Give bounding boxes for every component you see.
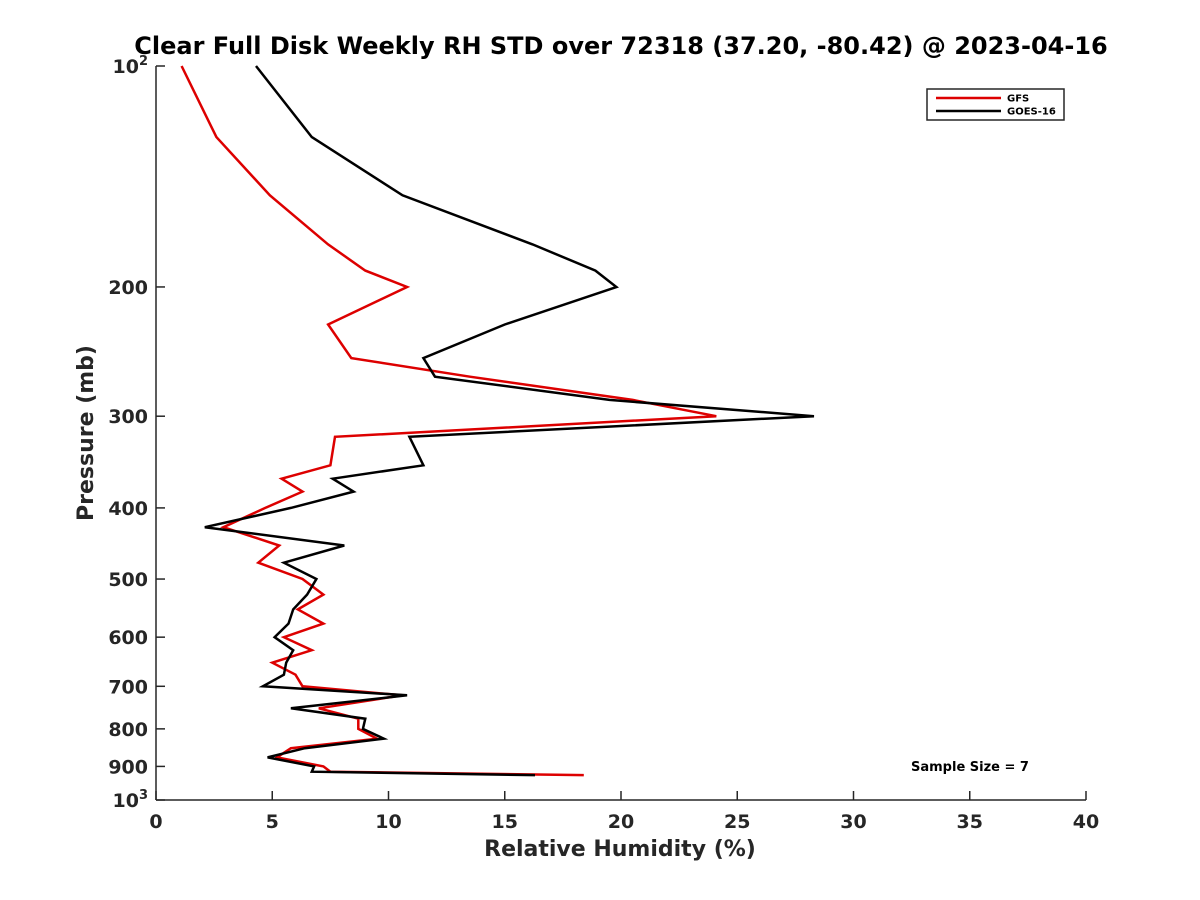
y-tick-label: 200 — [108, 277, 148, 299]
x-tick-label: 25 — [724, 811, 750, 833]
x-tick-label: 5 — [266, 811, 279, 833]
x-axis-ticks: 0 5 10 15 20 25 30 35 40 — [149, 791, 1099, 833]
y-axis-label: Pressure (mb) — [74, 345, 99, 521]
y-tick-label: 400 — [108, 498, 148, 520]
y-tick-label: 103 — [113, 788, 149, 812]
series-line-gfs — [180, 65, 717, 777]
y-tick-label: 700 — [108, 676, 148, 698]
legend-label-gfs: GFS — [1007, 94, 1029, 105]
x-tick-label: 40 — [1073, 811, 1099, 833]
x-tick-label: 20 — [608, 811, 634, 833]
x-tick-label: 30 — [840, 811, 866, 833]
y-tick-label: 300 — [108, 406, 148, 428]
y-tick-label: 500 — [108, 569, 148, 591]
legend: GFS GOES-16 — [926, 88, 1065, 121]
legend-box — [926, 88, 1065, 121]
x-axis-label: Relative Humidity (%) — [484, 837, 756, 862]
y-tick-label: 900 — [108, 756, 148, 778]
x-tick-label: 0 — [149, 811, 162, 833]
x-tick-label: 10 — [375, 811, 401, 833]
legend-label-goes-16: GOES-16 — [1007, 107, 1056, 118]
y-axis-ticks: 102 200 300 400 500 600 700 800 900 103 — [108, 54, 165, 812]
y-tick-label: 102 — [113, 54, 149, 78]
chart-title: Clear Full Disk Weekly RH STD over 72318… — [134, 32, 1107, 60]
x-tick-label: 15 — [492, 811, 518, 833]
y-tick-label: 800 — [108, 719, 148, 741]
series-lines — [180, 65, 815, 777]
x-tick-label: 35 — [957, 811, 983, 833]
y-tick-label: 600 — [108, 627, 148, 649]
sample-size-annotation: Sample Size = 7 — [911, 760, 1029, 775]
series-line-goes-16 — [204, 65, 815, 777]
